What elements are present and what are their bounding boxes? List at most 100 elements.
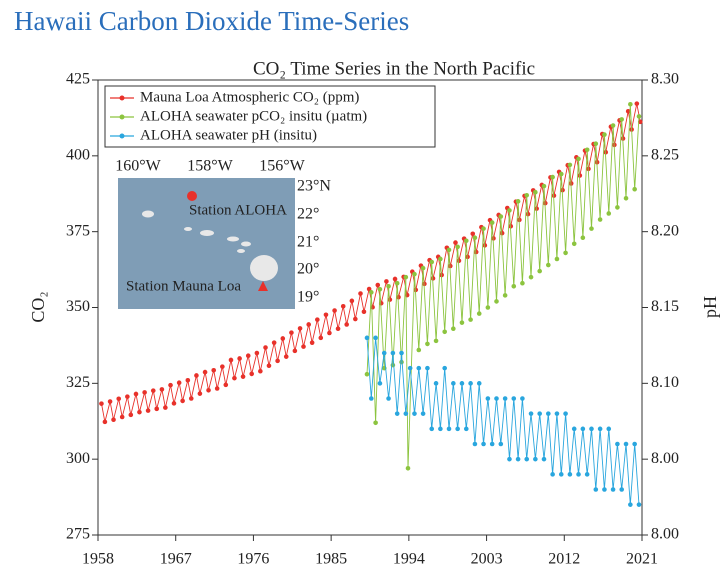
data-point [387,297,393,302]
data-point [507,208,512,213]
data-point [537,411,542,416]
data-point [340,303,346,309]
y-tick-label: 325 [66,374,90,391]
data-point [405,465,411,471]
station-label: Station ALOHA [189,202,287,218]
data-point [249,371,255,377]
data-point [580,426,586,432]
data-point [133,391,139,397]
data-point [283,354,289,359]
data-point [550,174,555,180]
data-point [349,298,355,304]
data-point [386,396,391,401]
data-point [220,364,225,369]
data-point [584,472,590,477]
data-point [442,329,447,335]
data-point [386,283,391,289]
data-point [420,411,426,416]
data-point [214,386,220,391]
inset-lat-label: 20° [297,261,319,278]
data-point [150,388,156,393]
data-point [571,241,577,247]
data-point [606,426,612,432]
data-point [364,371,370,377]
data-point [567,162,573,168]
page-heading: Hawaii Carbon Dioxide Time-Series [14,6,410,36]
data-point [515,456,521,462]
data-point [180,398,185,404]
data-point [632,186,637,192]
data-point [407,365,413,371]
data-point [446,247,452,253]
y2-tick-label: 8.00 [651,450,679,467]
data-point [537,268,542,274]
inset-lon-label: 156°W [259,158,305,175]
data-point [636,114,642,119]
data-point [429,259,435,265]
data-point [107,399,113,404]
island [227,236,239,242]
inset-lat-label: 23°N [297,178,331,195]
data-point [576,156,581,162]
data-point [481,441,486,447]
data-point [396,294,401,300]
data-point [619,487,625,492]
data-point [399,350,404,356]
data-point [425,341,430,347]
data-point [403,274,409,280]
data-point [524,456,530,462]
legend-box [104,85,436,148]
data-point [472,441,478,447]
data-point [459,320,465,325]
data-point [446,426,452,432]
data-point [392,276,398,282]
data-point [468,317,473,322]
data-point [628,101,633,107]
data-point [606,211,612,216]
data-point [381,350,387,356]
data-point [102,419,108,425]
data-point [563,250,568,256]
data-point [142,390,147,395]
data-point [528,274,534,280]
data-point [489,441,495,447]
data-point [240,374,246,379]
data-point [358,291,363,296]
y-tick-label: 425 [66,71,90,88]
data-point [634,101,640,106]
data-point [520,280,525,286]
y2-tick-label: 8.10 [651,374,679,391]
data-point [455,426,460,432]
data-point [159,387,165,392]
data-point [318,335,324,341]
legend-marker [119,95,125,101]
x-tick-label: 2021 [626,551,658,568]
data-point [481,226,486,231]
data-point [459,381,465,386]
data-point [554,411,560,416]
data-point [185,378,191,383]
data-point [485,396,491,401]
data-point [429,426,435,432]
data-point [271,340,277,345]
inset-lon-label: 158°W [187,158,233,175]
series-line [366,104,640,469]
y-tick-label: 300 [66,450,90,467]
data-point [361,309,367,315]
island [142,210,154,218]
data-point [368,290,374,295]
data-point [194,373,199,378]
data-point [623,196,629,201]
inset-lon-label: 160°W [115,158,161,175]
x-tick-label: 1958 [82,551,114,568]
island [200,230,214,236]
data-point [211,367,217,373]
data-point [332,308,337,313]
data-point [593,141,599,146]
data-point [541,456,547,462]
data-point [485,305,491,310]
data-point [433,381,439,386]
data-point [625,108,631,114]
